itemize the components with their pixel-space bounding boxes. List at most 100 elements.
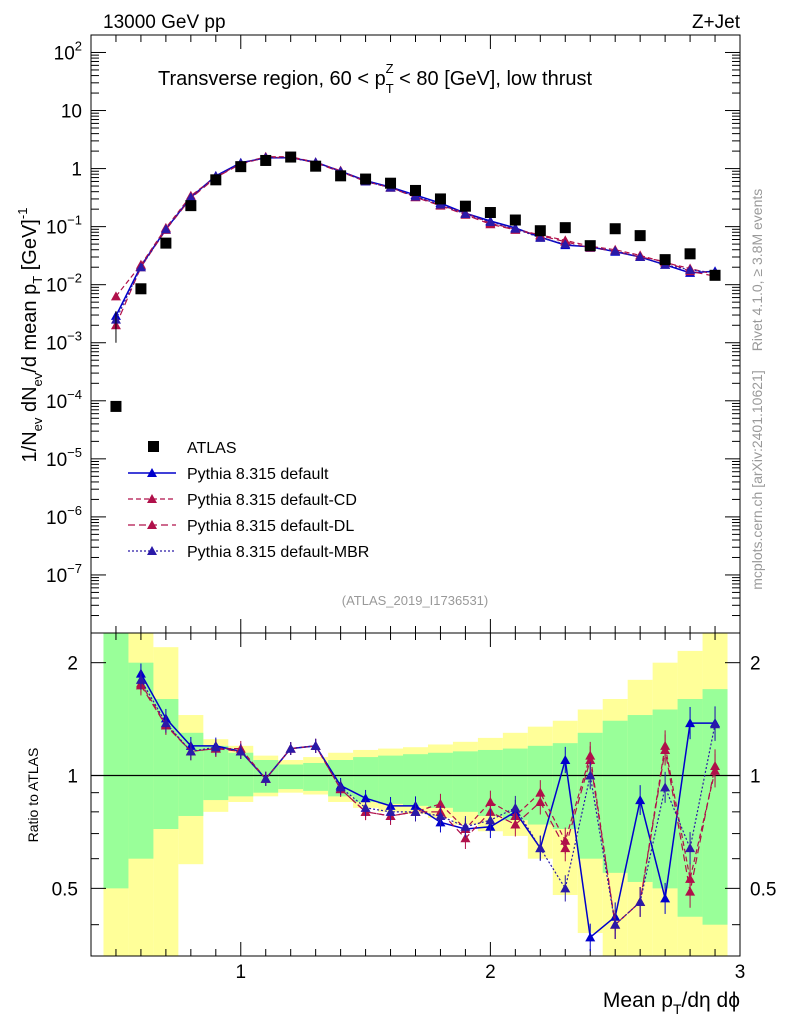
ratio-series-point: [660, 893, 671, 903]
ratio-uncertainty-bands: [103, 633, 728, 956]
atlas-point: [135, 283, 147, 295]
atlas-point: [185, 200, 197, 212]
legend-label: Pythia 8.315 default-DL: [187, 518, 354, 535]
inner-band-segment: [602, 720, 628, 873]
series-line: [115, 156, 716, 320]
header-right: Z+Jet: [692, 12, 741, 33]
ratio-series-point: [560, 883, 571, 893]
y-tick-label: 10−3: [46, 329, 82, 355]
atlas-point: [459, 200, 471, 212]
series-point: [410, 191, 421, 201]
y-tick-label: 10−7: [46, 561, 82, 587]
series-line: [115, 156, 716, 317]
ratio-series-point: [535, 843, 546, 853]
ratio-series-point: [685, 718, 696, 728]
y-tick-label: 10−1: [46, 213, 82, 239]
series-point: [685, 264, 696, 274]
series-point: [160, 224, 171, 234]
atlas-point: [385, 177, 397, 189]
inner-band-segment: [303, 762, 329, 791]
series-line: [115, 156, 716, 297]
ratio-series-point: [260, 773, 271, 783]
ratio-series-point: [535, 796, 546, 806]
plot-title: Transverse region, 60 < pTZ < 80 [GeV], …: [158, 61, 592, 96]
axes-ticks: 1 2 3 102 10 1 10−1 10−2 10−3 10−4 10−5 10−6 10−7 2 2 1…: [46, 34, 776, 983]
ratio-series-point: [460, 821, 471, 831]
atlas-point: [160, 237, 172, 249]
ratio-series-point: [485, 815, 496, 825]
legend-marker: [147, 520, 157, 529]
ratio-series-point: [585, 932, 596, 942]
legend: ATLAS Pythia 8.315 default Pythia 8.315 d…: [128, 440, 369, 561]
atlas-point: [210, 174, 222, 186]
atlas-point: [509, 214, 521, 226]
ratio-series-point: [585, 755, 596, 765]
ratio-series-point: [310, 740, 321, 750]
atlas-point: [659, 254, 671, 266]
series-point: [460, 209, 471, 219]
legend-label: Pythia 8.315 default-CD: [187, 492, 357, 509]
ratio-series-point: [685, 843, 696, 853]
ratio-series-point: [610, 919, 621, 929]
ratio-plot-area: [135, 663, 721, 952]
series-point: [610, 246, 621, 256]
mcplots-label: mcplots.cern.ch [arXiv:2401.10621]: [749, 370, 765, 589]
series-point: [110, 291, 121, 301]
inner-band-segment: [278, 764, 304, 790]
y-tick-label: 10−6: [46, 503, 82, 529]
y-tick-label: 10−2: [46, 271, 82, 297]
y-tick-label: 10−5: [46, 445, 82, 471]
ratio-series-point: [285, 743, 296, 753]
ratio-series-point: [560, 843, 571, 853]
atlas-point: [310, 160, 322, 172]
series-point: [635, 251, 646, 261]
ratio-series-point: [210, 742, 221, 752]
ratio-tick-label-left: 1: [67, 767, 78, 788]
legend-label: Pythia 8.315 default: [187, 466, 329, 483]
ratio-series-point: [685, 886, 696, 896]
ratio-tick-label-left: 0.5: [52, 879, 78, 900]
series-line: [115, 156, 716, 326]
atlas-point: [110, 400, 122, 412]
legend-marker: [147, 494, 157, 503]
atlas-point: [410, 184, 421, 196]
atlas-point: [584, 240, 596, 252]
ratio-series-point: [435, 810, 446, 820]
series-point: [185, 192, 196, 202]
atlas-point: [360, 173, 372, 185]
series-point: [560, 239, 571, 249]
y-tick-label: 1: [71, 160, 82, 181]
series-point: [135, 262, 146, 272]
ratio-series-point: [635, 896, 646, 906]
ratio-y-axis-label: Ratio to ATLAS: [25, 748, 41, 843]
ratio-series-point: [710, 761, 721, 771]
x-tick-label: 1: [235, 962, 246, 983]
atlas-point: [285, 151, 297, 163]
atlas-point: [634, 230, 646, 242]
ratio-tick-label-right: 0.5: [750, 879, 776, 900]
ratio-tick-label-right: 1: [750, 767, 761, 788]
inner-band-segment: [452, 751, 478, 812]
ratio-series-point: [660, 744, 671, 754]
ratio-series-point: [510, 802, 521, 812]
y-axis-label: 1/Nev dNev/d mean pT [GeV]-1: [15, 208, 45, 463]
atlas-point: [260, 154, 272, 166]
rivet-version-label: Rivet 4.1.0, ≥ 3.8M events: [749, 189, 765, 352]
atlas-point: [559, 222, 571, 234]
ratio-series-point: [710, 719, 721, 729]
ratio-series-point: [635, 795, 646, 805]
ratio-series-point: [160, 718, 171, 728]
ratio-series-point: [385, 806, 396, 816]
ratio-series-point: [660, 782, 671, 792]
ratio-series-point: [185, 746, 196, 756]
inner-band-segment: [378, 755, 404, 804]
ratio-tick-label-left: 2: [67, 654, 78, 675]
ratio-series-point: [560, 755, 571, 765]
atlas-point: [335, 170, 347, 182]
ratio-series-point: [360, 802, 371, 812]
series-point: [510, 223, 521, 233]
ratio-series-point: [510, 819, 521, 829]
main-plot-area: [110, 151, 721, 412]
ratio-series-point: [410, 806, 421, 816]
